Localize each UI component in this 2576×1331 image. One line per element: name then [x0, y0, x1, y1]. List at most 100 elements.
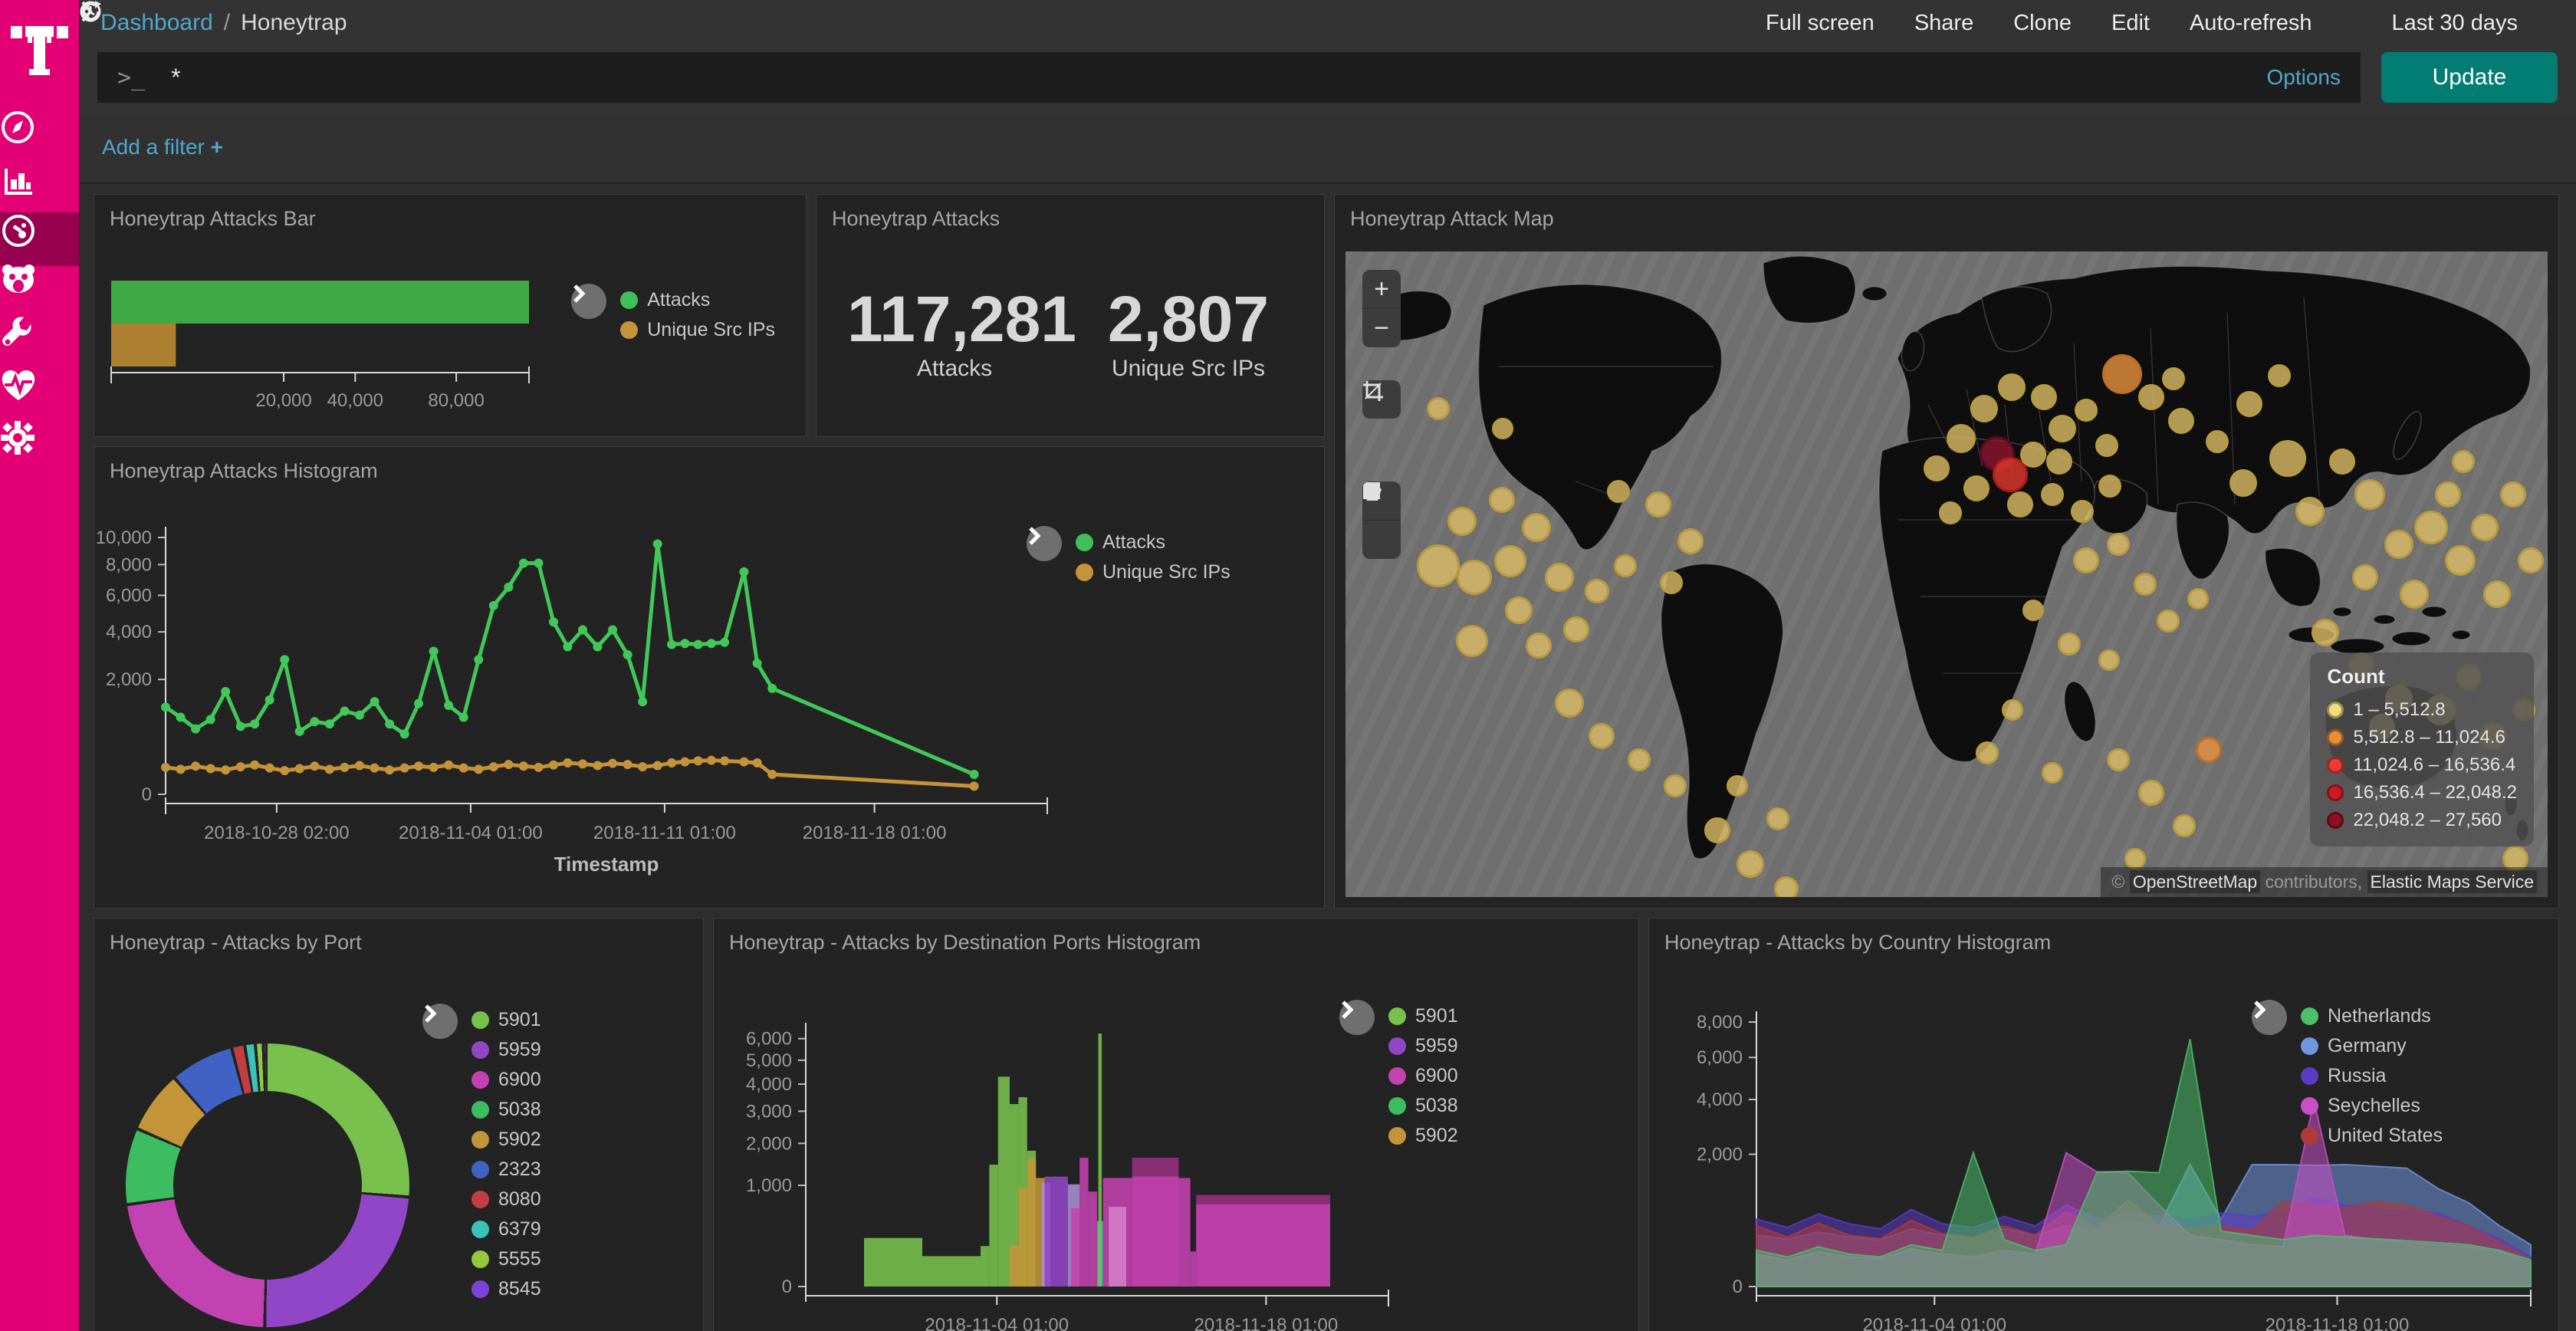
legend-color-dot [2301, 1127, 2318, 1145]
attack-bubble [2156, 609, 2180, 633]
breadcrumb-dashboard-link[interactable]: Dashboard [100, 10, 213, 35]
legend-item-8545[interactable]: 8545 [472, 1274, 541, 1304]
legend-item-germany[interactable]: Germany [2301, 1031, 2443, 1061]
legend-color-dot [1388, 1007, 1406, 1025]
update-button[interactable]: Update [2381, 52, 2558, 103]
time-range-button[interactable]: Last 30 days [80, 1, 2518, 36]
bear-icon [2, 265, 34, 293]
wrench-icon [2, 317, 31, 346]
legend-item-attacks[interactable]: Attacks [620, 285, 775, 315]
attack-bubble [1976, 741, 1999, 765]
attack-bubble [1737, 850, 1765, 879]
legend-item-label: 5959 [1415, 1035, 1458, 1057]
panel-title: Honeytrap Attacks Bar [110, 207, 316, 230]
legend-color-dot [472, 1161, 489, 1178]
options-link[interactable]: Options [2266, 65, 2341, 89]
breadcrumb-current: Honeytrap [241, 10, 347, 35]
attack-bubble [1488, 487, 1515, 514]
legend-item-netherlands[interactable]: Netherlands [2301, 1001, 2443, 1031]
svg-text:2,000: 2,000 [106, 669, 152, 690]
osm-link[interactable]: OpenStreetMap [2129, 870, 2261, 893]
sidebar-item-management[interactable] [0, 420, 79, 474]
svg-text:6,000: 6,000 [1697, 1047, 1743, 1068]
legend-item-2323[interactable]: 2323 [472, 1155, 541, 1185]
legend-item-5038[interactable]: 5038 [472, 1095, 541, 1125]
country-histogram-legend-expand-chevron[interactable] [2252, 1000, 2287, 1035]
legend-color-dot [472, 1221, 489, 1238]
search-input[interactable]: >_ * Options [97, 52, 2361, 103]
legend-item-5902[interactable]: 5902 [1388, 1121, 1458, 1151]
legend-item-russia[interactable]: Russia [2301, 1061, 2443, 1091]
edit-button[interactable]: Edit [2111, 10, 2150, 35]
legend-item-5959[interactable]: 5959 [1388, 1031, 1458, 1061]
panel-title: Honeytrap - Attacks by Country Histogram [1664, 931, 2052, 954]
top-navbar: Dashboard / Honeytrap Full screen Share … [79, 0, 2576, 46]
zoom-in-button[interactable]: + [1362, 270, 1401, 309]
legend-item-seychelles[interactable]: Seychelles [2301, 1091, 2443, 1121]
sidebar-item-dashboard[interactable] [0, 212, 79, 266]
legend-item-attacks[interactable]: Attacks [1076, 527, 1230, 557]
fit-bounds-button[interactable] [1362, 380, 1401, 419]
legend-item-5901[interactable]: 5901 [1388, 1001, 1458, 1031]
svg-text:2,000: 2,000 [746, 1133, 792, 1154]
legend-item-label: Netherlands [2328, 1005, 2431, 1027]
legend-item-5901[interactable]: 5901 [472, 1005, 541, 1035]
sidebar-item-visualize[interactable] [0, 163, 79, 216]
legend-item-5555[interactable]: 5555 [472, 1244, 541, 1274]
attack-bubble [2002, 698, 2024, 721]
legend-item-unique-src-ips[interactable]: Unique Src IPs [620, 315, 775, 345]
map-legend-dot [2327, 757, 2344, 774]
legend-item-united-states[interactable]: United States [2301, 1121, 2443, 1151]
attack-bubble [2452, 450, 2476, 474]
legend-item-6379[interactable]: 6379 [472, 1214, 541, 1244]
svg-text:4,000: 4,000 [106, 622, 152, 642]
sidebar-item-discover[interactable] [0, 110, 79, 163]
legend-item-label: 5959 [498, 1039, 541, 1060]
ems-link[interactable]: Elastic Maps Service [2367, 870, 2537, 893]
attack-bubble [1588, 723, 1615, 750]
attack-bubble [2137, 384, 2164, 411]
legend-item-5959[interactable]: 5959 [472, 1035, 541, 1065]
legend-item-unique-src-ips[interactable]: Unique Src IPs [1076, 557, 1230, 587]
draw-rectangle-button[interactable] [1362, 482, 1401, 559]
filter-bar: Add a filter + [79, 115, 2576, 184]
port-donut-legend-expand-chevron[interactable] [422, 1004, 458, 1039]
legend-item-5038[interactable]: 5038 [1388, 1091, 1458, 1121]
legend-item-label: 8545 [498, 1278, 541, 1300]
attacks-bar-legend-expand-chevron[interactable] [571, 284, 607, 319]
legend-item-6900[interactable]: 6900 [472, 1065, 541, 1095]
attacks-histogram-legend-expand-chevron[interactable] [1027, 526, 1062, 561]
auto-refresh-button[interactable]: Auto-refresh [81, 1, 2312, 36]
dest-ports-legend-expand-chevron[interactable] [1339, 1000, 1375, 1035]
attack-bubble [2071, 500, 2095, 524]
clone-button[interactable]: Clone [2013, 10, 2072, 35]
add-filter-button[interactable]: Add a filter + [102, 135, 223, 159]
sidebar-item-monitoring[interactable] [0, 368, 79, 422]
legend-item-5902[interactable]: 5902 [472, 1125, 541, 1155]
chevron-left-icon [80, 1, 92, 22]
legend-color-dot [2301, 1067, 2318, 1085]
attack-bubble [2006, 491, 2033, 518]
share-button[interactable]: Share [1914, 10, 1974, 35]
zoom-out-button[interactable]: − [1374, 313, 1389, 343]
svg-text:0: 0 [142, 784, 152, 805]
sidebar-item-dev-tools[interactable] [0, 315, 79, 369]
legend-item-8080[interactable]: 8080 [472, 1185, 541, 1214]
attack-bubble [2471, 514, 2499, 542]
compass-icon [2, 111, 34, 143]
attack-bubble [1727, 775, 1749, 797]
legend-color-dot [2301, 1097, 2318, 1115]
legend-item-label: 5038 [1415, 1095, 1458, 1116]
world-map[interactable]: + − Count 1 – 5,512.8 5,512.8 – 11,024.6 1… [1346, 251, 2548, 897]
bar-chart-icon [5, 169, 32, 195]
map-count-legend: Count 1 – 5,512.8 5,512.8 – 11,024.6 11,02… [2310, 652, 2534, 846]
legend-item-6900[interactable]: 6900 [1388, 1061, 1458, 1091]
attack-bubble [1938, 501, 1962, 524]
legend-item-label: Germany [2328, 1035, 2407, 1057]
map-legend-item: 16,536.4 – 22,048.2 [2327, 779, 2517, 807]
full-screen-button[interactable]: Full screen [1765, 10, 1875, 35]
legend-color-dot [1388, 1127, 1406, 1145]
map-legend-item: 5,512.8 – 11,024.6 [2327, 724, 2517, 751]
sidebar-item-beats[interactable] [0, 263, 79, 317]
